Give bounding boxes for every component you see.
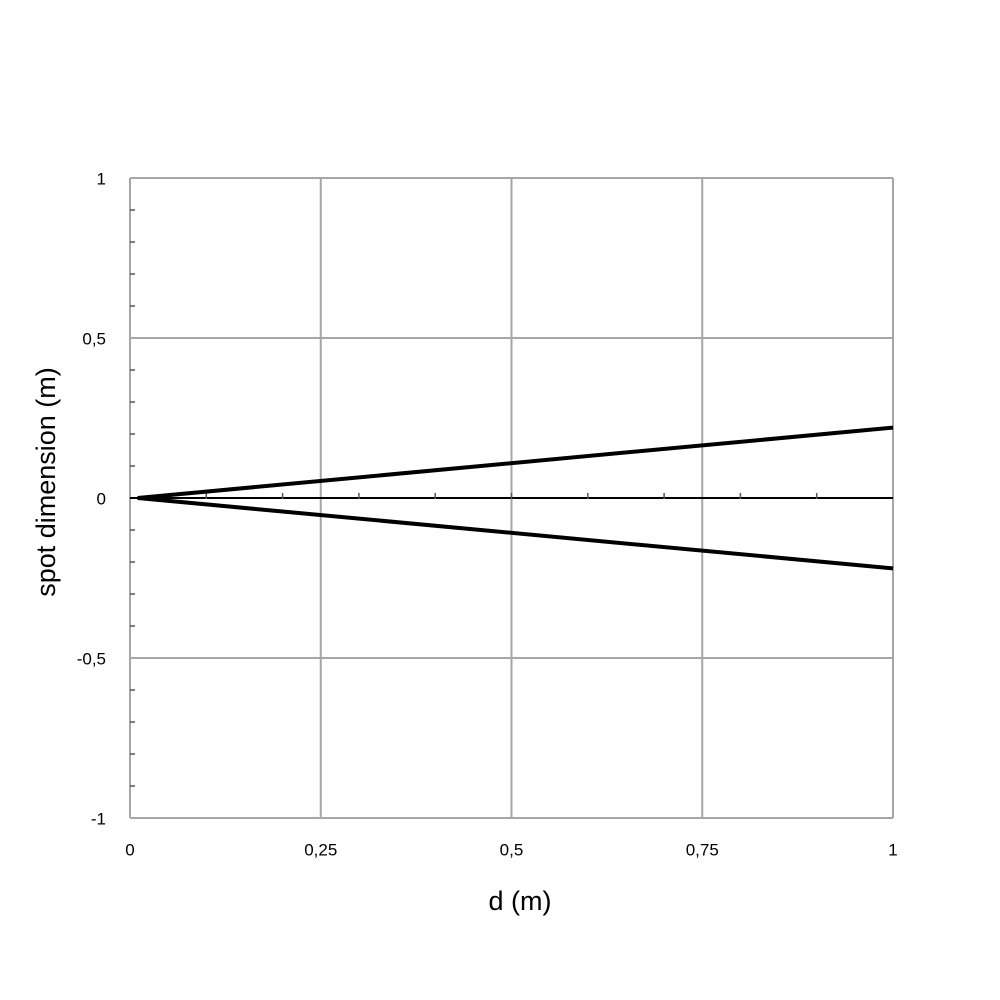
data-line — [137, 425, 894, 500]
x-tick-label: 0 — [125, 840, 134, 859]
y-tick-label: -1 — [91, 809, 106, 828]
data-line — [137, 496, 894, 571]
y-tick-label: -0,5 — [77, 649, 106, 668]
y-axis-title: spot dimension (m) — [31, 367, 61, 597]
x-axis-title: d (m) — [489, 886, 552, 916]
x-tick-label: 0,25 — [304, 840, 337, 859]
x-tick-label: 0,5 — [500, 840, 524, 859]
y-tick-label: 0,5 — [82, 329, 106, 348]
y-tick-label: 1 — [97, 169, 106, 188]
y-tick-label: 0 — [97, 489, 106, 508]
x-tick-label: 1 — [888, 840, 897, 859]
x-tick-label: 0,75 — [686, 840, 719, 859]
